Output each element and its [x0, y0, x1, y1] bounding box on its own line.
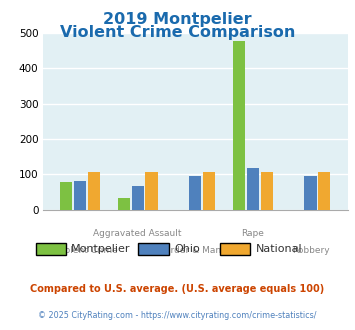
Text: Ohio: Ohio	[174, 244, 200, 254]
Text: 2019 Montpelier: 2019 Montpelier	[103, 12, 252, 26]
Bar	[318, 173, 331, 210]
Text: Murder & Mans...: Murder & Mans...	[157, 246, 234, 255]
Bar	[146, 173, 158, 210]
Text: Compared to U.S. average. (U.S. average equals 100): Compared to U.S. average. (U.S. average …	[31, 284, 324, 294]
Text: © 2025 CityRating.com - https://www.cityrating.com/crime-statistics/: © 2025 CityRating.com - https://www.city…	[38, 311, 317, 320]
Bar	[88, 173, 100, 210]
Bar	[132, 185, 144, 210]
Text: Aggravated Assault: Aggravated Assault	[93, 229, 182, 238]
Bar	[74, 181, 86, 210]
Bar	[304, 176, 317, 210]
Text: All Violent Crime: All Violent Crime	[42, 246, 118, 255]
Text: Rape: Rape	[241, 229, 264, 238]
Bar	[203, 173, 215, 210]
Text: Montpelier: Montpelier	[71, 244, 131, 254]
Bar	[247, 168, 259, 210]
Text: National: National	[256, 244, 302, 254]
Bar	[189, 176, 201, 210]
Bar	[118, 198, 130, 210]
Bar	[261, 173, 273, 210]
Bar	[60, 182, 72, 210]
Text: Robbery: Robbery	[292, 246, 329, 255]
Bar	[233, 41, 245, 210]
Text: Violent Crime Comparison: Violent Crime Comparison	[60, 25, 295, 40]
